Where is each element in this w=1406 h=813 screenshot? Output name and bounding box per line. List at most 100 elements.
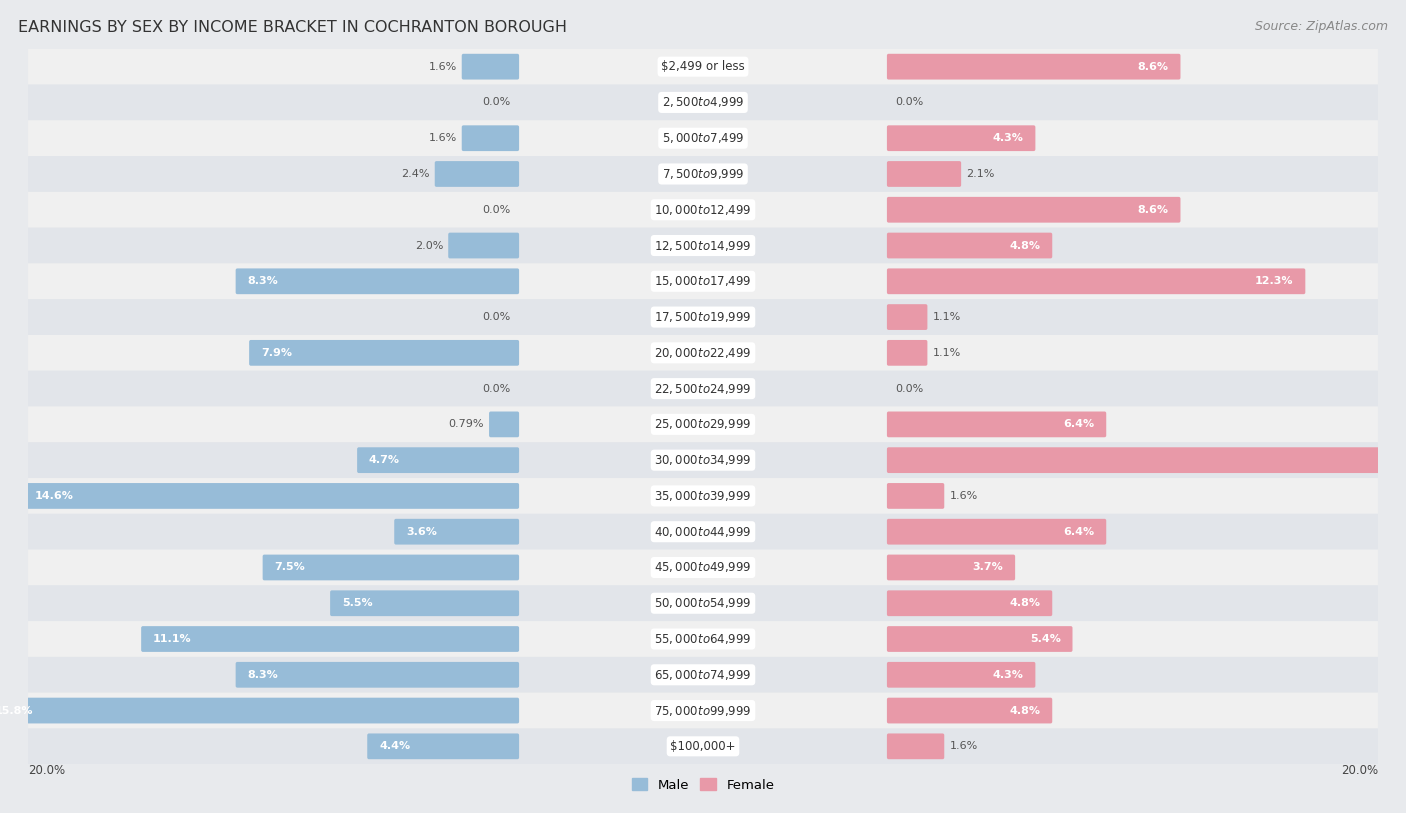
FancyBboxPatch shape (887, 268, 1305, 294)
FancyBboxPatch shape (28, 49, 1378, 85)
Text: 1.6%: 1.6% (429, 62, 457, 72)
Text: 4.3%: 4.3% (993, 133, 1024, 143)
Text: $75,000 to $99,999: $75,000 to $99,999 (654, 703, 752, 718)
Text: 0.0%: 0.0% (482, 312, 510, 322)
Text: 4.8%: 4.8% (1010, 598, 1040, 608)
Text: $2,499 or less: $2,499 or less (661, 60, 745, 73)
FancyBboxPatch shape (28, 728, 1378, 764)
FancyBboxPatch shape (887, 340, 928, 366)
Text: 1.6%: 1.6% (949, 741, 977, 751)
Text: 14.6%: 14.6% (35, 491, 73, 501)
Text: 2.1%: 2.1% (966, 169, 994, 179)
Text: $40,000 to $44,999: $40,000 to $44,999 (654, 524, 752, 539)
Text: $5,000 to $7,499: $5,000 to $7,499 (662, 131, 744, 146)
FancyBboxPatch shape (28, 156, 1378, 192)
FancyBboxPatch shape (887, 304, 928, 330)
Text: 20.0%: 20.0% (28, 764, 65, 777)
Text: 1.6%: 1.6% (949, 491, 977, 501)
FancyBboxPatch shape (236, 662, 519, 688)
Text: 0.79%: 0.79% (449, 420, 484, 429)
Text: $12,500 to $14,999: $12,500 to $14,999 (654, 238, 752, 253)
FancyBboxPatch shape (28, 299, 1378, 335)
FancyBboxPatch shape (394, 519, 519, 545)
FancyBboxPatch shape (28, 657, 1378, 693)
FancyBboxPatch shape (434, 161, 519, 187)
FancyBboxPatch shape (28, 478, 1378, 514)
FancyBboxPatch shape (141, 626, 519, 652)
Text: 4.3%: 4.3% (993, 670, 1024, 680)
FancyBboxPatch shape (887, 447, 1406, 473)
FancyBboxPatch shape (887, 554, 1015, 580)
Text: $25,000 to $29,999: $25,000 to $29,999 (654, 417, 752, 432)
Text: 15.8%: 15.8% (0, 706, 32, 715)
Text: 4.7%: 4.7% (368, 455, 399, 465)
FancyBboxPatch shape (28, 371, 1378, 406)
FancyBboxPatch shape (887, 411, 1107, 437)
Text: 8.3%: 8.3% (247, 670, 278, 680)
FancyBboxPatch shape (887, 698, 1052, 724)
Text: $15,000 to $17,499: $15,000 to $17,499 (654, 274, 752, 289)
FancyBboxPatch shape (249, 340, 519, 366)
Text: 3.6%: 3.6% (406, 527, 437, 537)
FancyBboxPatch shape (887, 161, 962, 187)
FancyBboxPatch shape (28, 335, 1378, 371)
FancyBboxPatch shape (28, 120, 1378, 156)
Text: 0.0%: 0.0% (482, 98, 510, 107)
FancyBboxPatch shape (489, 411, 519, 437)
FancyBboxPatch shape (28, 621, 1378, 657)
FancyBboxPatch shape (887, 733, 945, 759)
Text: $20,000 to $22,499: $20,000 to $22,499 (654, 346, 752, 360)
FancyBboxPatch shape (28, 550, 1378, 585)
Text: 4.8%: 4.8% (1010, 706, 1040, 715)
Text: 8.3%: 8.3% (247, 276, 278, 286)
Text: 20.0%: 20.0% (1341, 764, 1378, 777)
Text: 1.1%: 1.1% (932, 312, 960, 322)
Text: 0.0%: 0.0% (482, 205, 510, 215)
FancyBboxPatch shape (887, 590, 1052, 616)
FancyBboxPatch shape (28, 442, 1378, 478)
Text: 6.4%: 6.4% (1063, 527, 1094, 537)
FancyBboxPatch shape (28, 228, 1378, 263)
Text: 1.6%: 1.6% (429, 133, 457, 143)
Text: 7.9%: 7.9% (262, 348, 292, 358)
Text: $45,000 to $49,999: $45,000 to $49,999 (654, 560, 752, 575)
Text: 11.1%: 11.1% (153, 634, 191, 644)
Text: $2,500 to $4,999: $2,500 to $4,999 (662, 95, 744, 110)
Text: 8.6%: 8.6% (1137, 62, 1168, 72)
Text: 4.8%: 4.8% (1010, 241, 1040, 250)
FancyBboxPatch shape (28, 514, 1378, 550)
FancyBboxPatch shape (330, 590, 519, 616)
FancyBboxPatch shape (449, 233, 519, 259)
Text: $55,000 to $64,999: $55,000 to $64,999 (654, 632, 752, 646)
Text: 3.7%: 3.7% (973, 563, 1004, 572)
FancyBboxPatch shape (28, 192, 1378, 228)
FancyBboxPatch shape (28, 263, 1378, 299)
Text: 8.6%: 8.6% (1137, 205, 1168, 215)
Text: $65,000 to $74,999: $65,000 to $74,999 (654, 667, 752, 682)
FancyBboxPatch shape (28, 406, 1378, 442)
Text: 5.5%: 5.5% (342, 598, 373, 608)
FancyBboxPatch shape (28, 585, 1378, 621)
FancyBboxPatch shape (367, 733, 519, 759)
FancyBboxPatch shape (887, 519, 1107, 545)
FancyBboxPatch shape (887, 626, 1073, 652)
FancyBboxPatch shape (357, 447, 519, 473)
Text: 6.4%: 6.4% (1063, 420, 1094, 429)
Text: $35,000 to $39,999: $35,000 to $39,999 (654, 489, 752, 503)
Text: Source: ZipAtlas.com: Source: ZipAtlas.com (1254, 20, 1388, 33)
Text: 0.0%: 0.0% (482, 384, 510, 393)
FancyBboxPatch shape (236, 268, 519, 294)
Text: 5.4%: 5.4% (1029, 634, 1060, 644)
Text: $22,500 to $24,999: $22,500 to $24,999 (654, 381, 752, 396)
FancyBboxPatch shape (887, 483, 945, 509)
FancyBboxPatch shape (461, 54, 519, 80)
Text: 2.4%: 2.4% (401, 169, 430, 179)
Text: $50,000 to $54,999: $50,000 to $54,999 (654, 596, 752, 611)
FancyBboxPatch shape (22, 483, 519, 509)
FancyBboxPatch shape (887, 54, 1181, 80)
Text: 1.1%: 1.1% (932, 348, 960, 358)
FancyBboxPatch shape (887, 662, 1035, 688)
Text: $10,000 to $12,499: $10,000 to $12,499 (654, 202, 752, 217)
Text: $100,000+: $100,000+ (671, 740, 735, 753)
FancyBboxPatch shape (263, 554, 519, 580)
